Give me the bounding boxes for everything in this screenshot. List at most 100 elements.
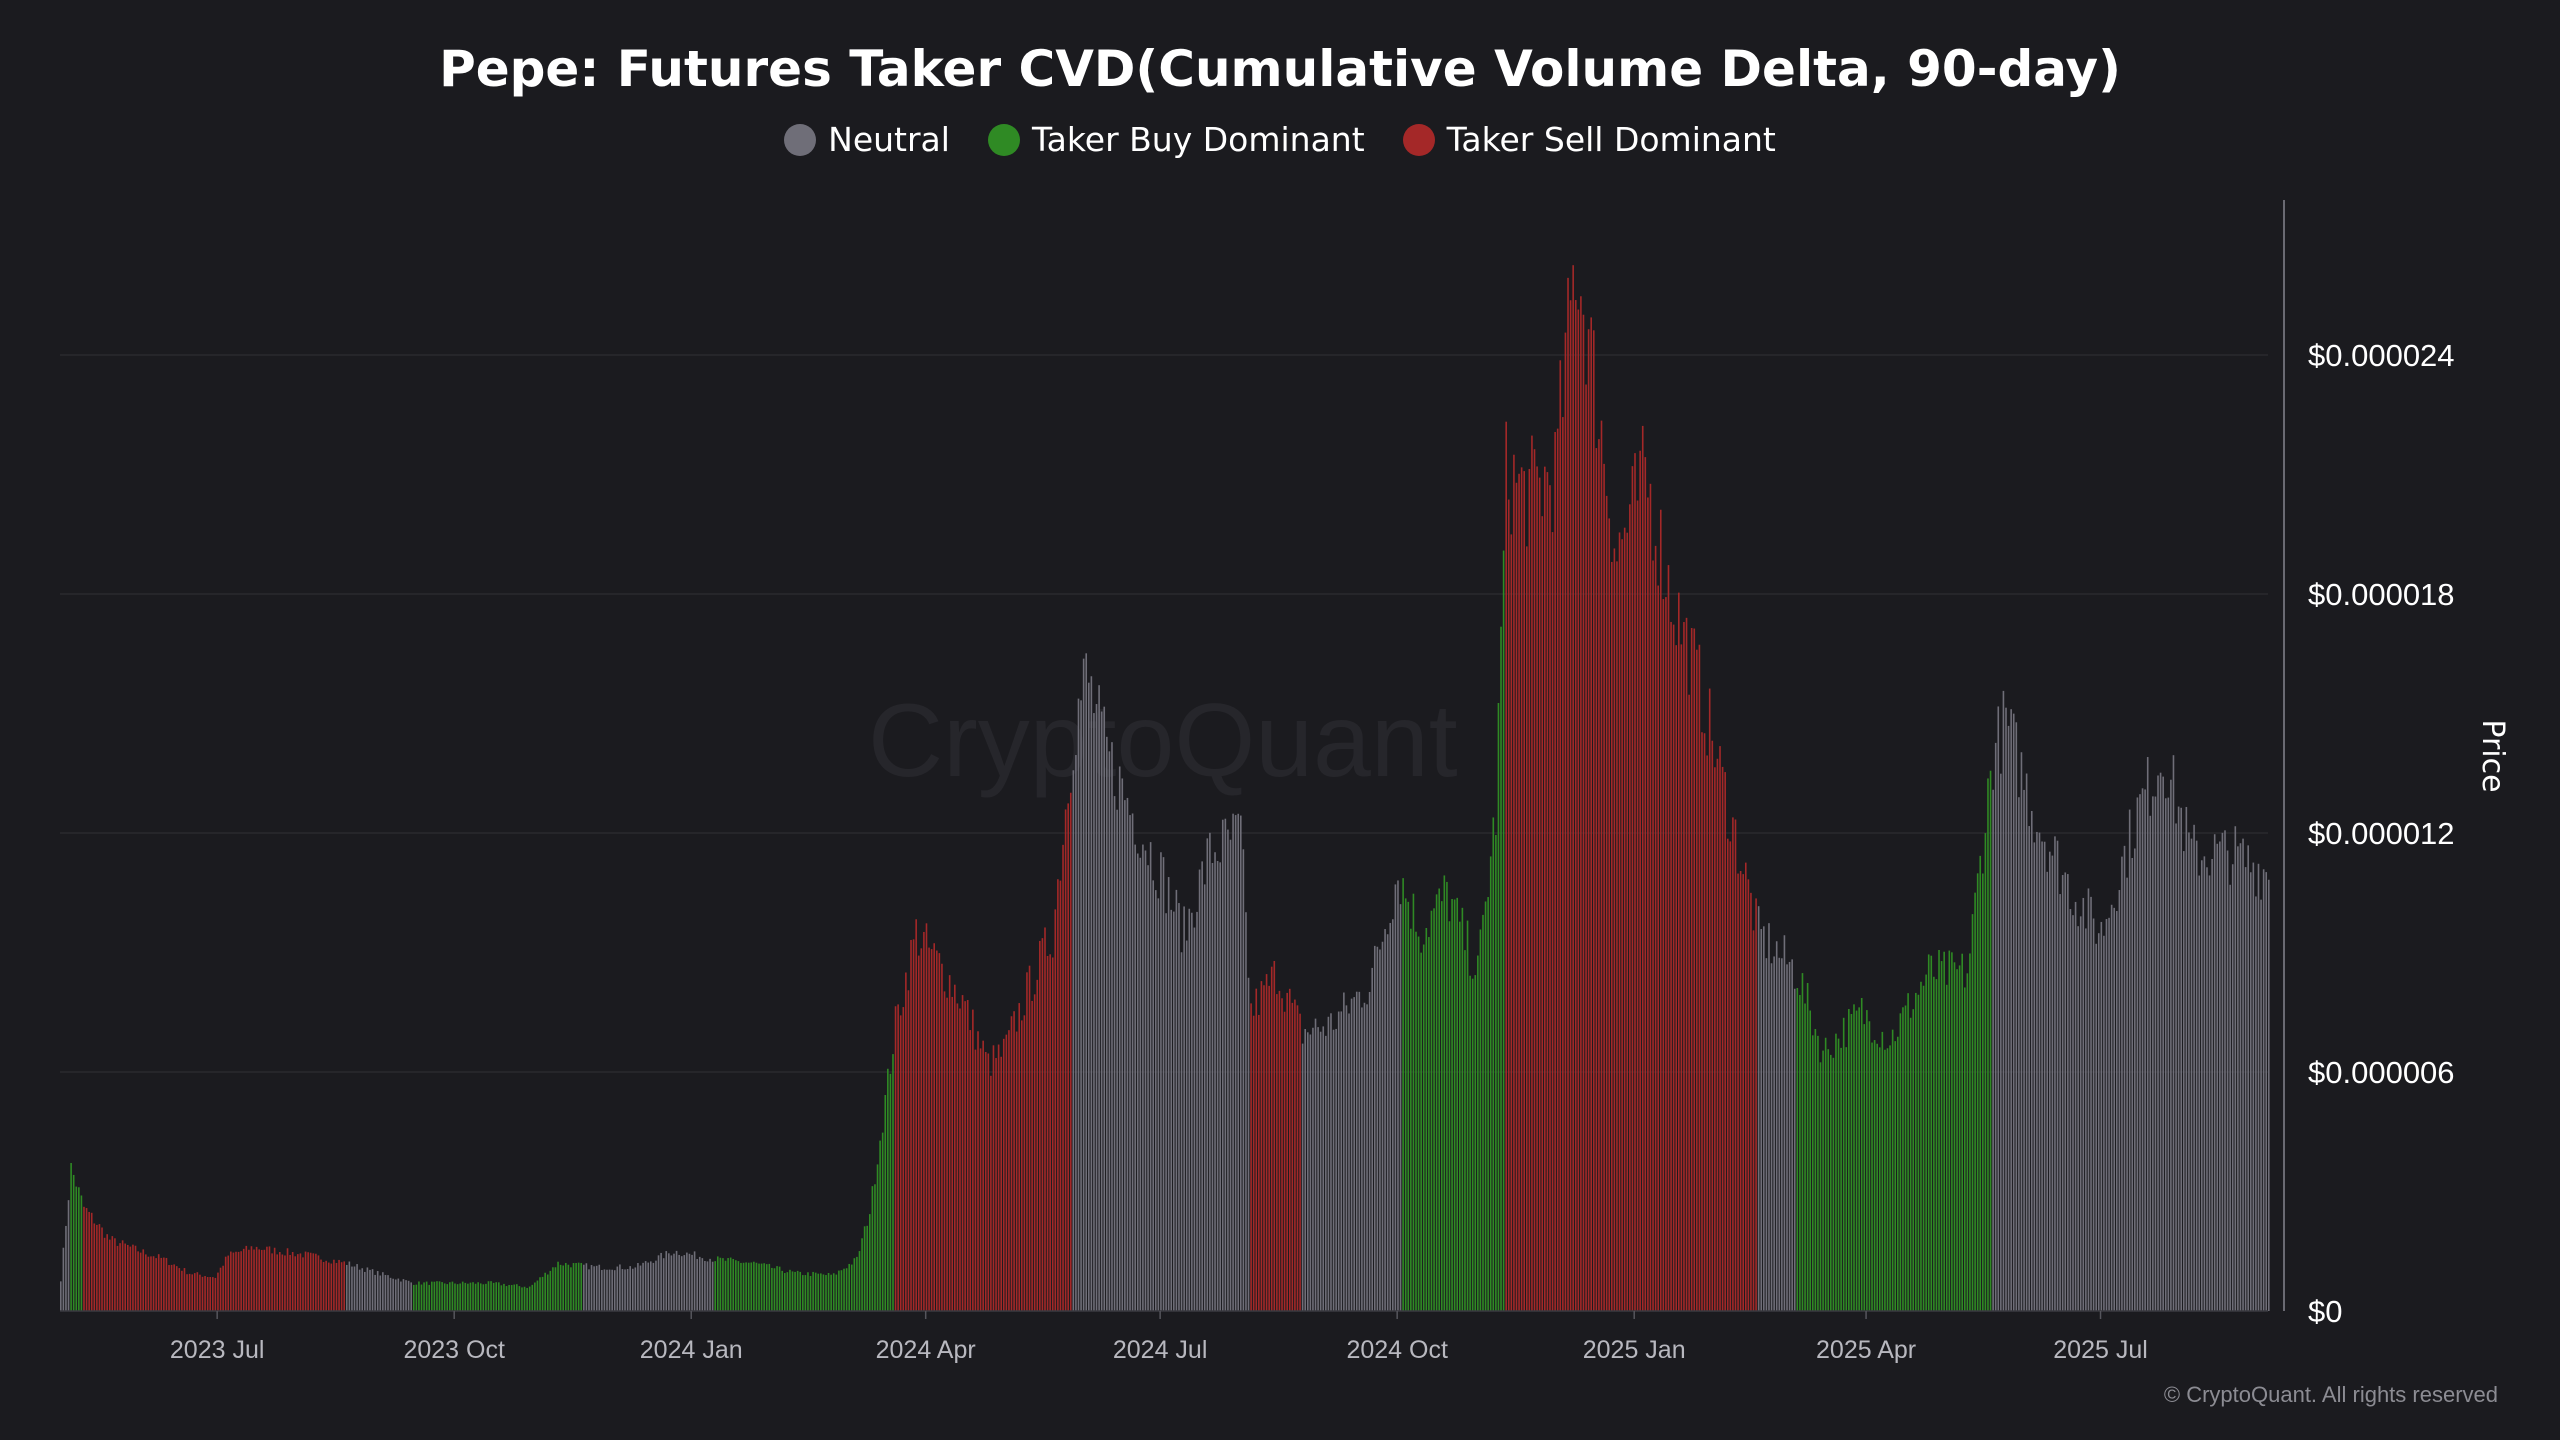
price-bar [2201, 860, 2203, 1311]
price-bar [1064, 809, 1067, 1311]
price-bar [825, 1275, 827, 1311]
price-bar [279, 1252, 281, 1311]
price-bar [1580, 296, 1582, 1311]
price-bar [2175, 823, 2177, 1311]
price-bar [170, 1264, 173, 1311]
price-bar [711, 1261, 714, 1311]
price-bar [595, 1265, 598, 1311]
price-bar [2167, 797, 2170, 1311]
price-bar [276, 1254, 279, 1311]
price-bar [812, 1271, 814, 1311]
price-bar [1013, 1011, 1015, 1311]
price-bar [1495, 835, 1497, 1311]
price-bar [1002, 1038, 1005, 1311]
legend-item-taker-buy[interactable]: Taker Buy Dominant [987, 120, 1365, 159]
price-bar [1546, 472, 1549, 1312]
price-bar [1384, 929, 1386, 1311]
price-bar [745, 1262, 747, 1311]
x-tick-label: 2024 Apr [876, 1336, 976, 1364]
price-bar [564, 1262, 567, 1311]
price-bar [510, 1285, 513, 1311]
price-bar [415, 1284, 418, 1311]
price-bar [1281, 998, 1283, 1311]
price-bar [696, 1259, 698, 1311]
price-bar [1827, 1049, 1830, 1311]
price-bar [1618, 532, 1621, 1311]
price-bar [351, 1266, 353, 1311]
price-bar [1513, 454, 1515, 1312]
price-bar [992, 1045, 995, 1311]
price-bar [1330, 1013, 1332, 1311]
price-bar [2257, 863, 2260, 1311]
price-bar [1969, 953, 1971, 1311]
price-bar [972, 1009, 974, 1311]
price-bar [291, 1251, 294, 1311]
price-bar [1768, 923, 1770, 1311]
price-bar [173, 1264, 175, 1311]
price-bar [230, 1251, 232, 1311]
price-bar [706, 1261, 709, 1311]
price-bar [307, 1252, 309, 1311]
legend-item-taker-sell[interactable]: Taker Sell Dominant [1402, 120, 1776, 159]
price-bar [1381, 941, 1384, 1311]
price-bar [1809, 1010, 1811, 1311]
price-bar [2030, 810, 2033, 1311]
price-bar [1819, 1062, 1822, 1311]
price-bar [152, 1256, 155, 1311]
price-bar [1180, 952, 1183, 1311]
legend-swatch-taker-sell [1402, 123, 1435, 156]
price-bar [1046, 955, 1049, 1311]
price-bar [85, 1208, 88, 1311]
price-bar [382, 1272, 384, 1311]
price-bar [879, 1140, 881, 1311]
price-bar [322, 1262, 325, 1311]
price-bar [979, 1048, 982, 1311]
price-bar [1425, 928, 1428, 1311]
price-bar [2082, 897, 2085, 1311]
price-bar [688, 1253, 691, 1311]
price-bar [856, 1256, 858, 1311]
price-bar [1057, 879, 1059, 1311]
price-bar [1752, 930, 1755, 1311]
price-bar [2010, 709, 2012, 1311]
price-bar [2239, 843, 2242, 1311]
price-bar [1229, 839, 1232, 1311]
price-bar [2177, 806, 2180, 1311]
price-bar [1355, 991, 1358, 1311]
price-bar [559, 1264, 562, 1311]
price-bar [701, 1258, 704, 1311]
price-bar [1451, 899, 1453, 1311]
price-bar [2249, 872, 2252, 1311]
price-bar [384, 1274, 387, 1311]
price-bar [2077, 926, 2079, 1311]
price-bar [1917, 994, 1920, 1311]
price-bar [503, 1283, 505, 1311]
price-bar [956, 1003, 959, 1311]
price-bar [572, 1263, 575, 1311]
price-bar [1755, 898, 1757, 1311]
price-bar [613, 1270, 616, 1311]
price-bar [1732, 817, 1734, 1311]
price-bar [528, 1286, 531, 1311]
price-bar [750, 1262, 753, 1311]
price-bar [1564, 332, 1567, 1312]
price-bar [464, 1282, 467, 1311]
price-bar [1997, 706, 2000, 1311]
price-bar [2074, 901, 2077, 1311]
price-bar [2049, 851, 2051, 1311]
price-bar [116, 1245, 119, 1311]
price-bar [660, 1252, 662, 1311]
price-bar [789, 1269, 791, 1311]
price-bar [1422, 944, 1425, 1311]
price-bar [1188, 908, 1191, 1311]
price-bar [549, 1270, 552, 1311]
price-bar [758, 1263, 760, 1311]
price-bar [928, 947, 930, 1311]
price-bar [2038, 832, 2041, 1311]
price-bar [858, 1251, 861, 1311]
price-bar [327, 1262, 330, 1311]
price-bar [1154, 890, 1157, 1311]
price-bar [1183, 906, 1185, 1311]
legend-item-neutral[interactable]: Neutral [784, 120, 950, 159]
price-bar [647, 1262, 650, 1311]
